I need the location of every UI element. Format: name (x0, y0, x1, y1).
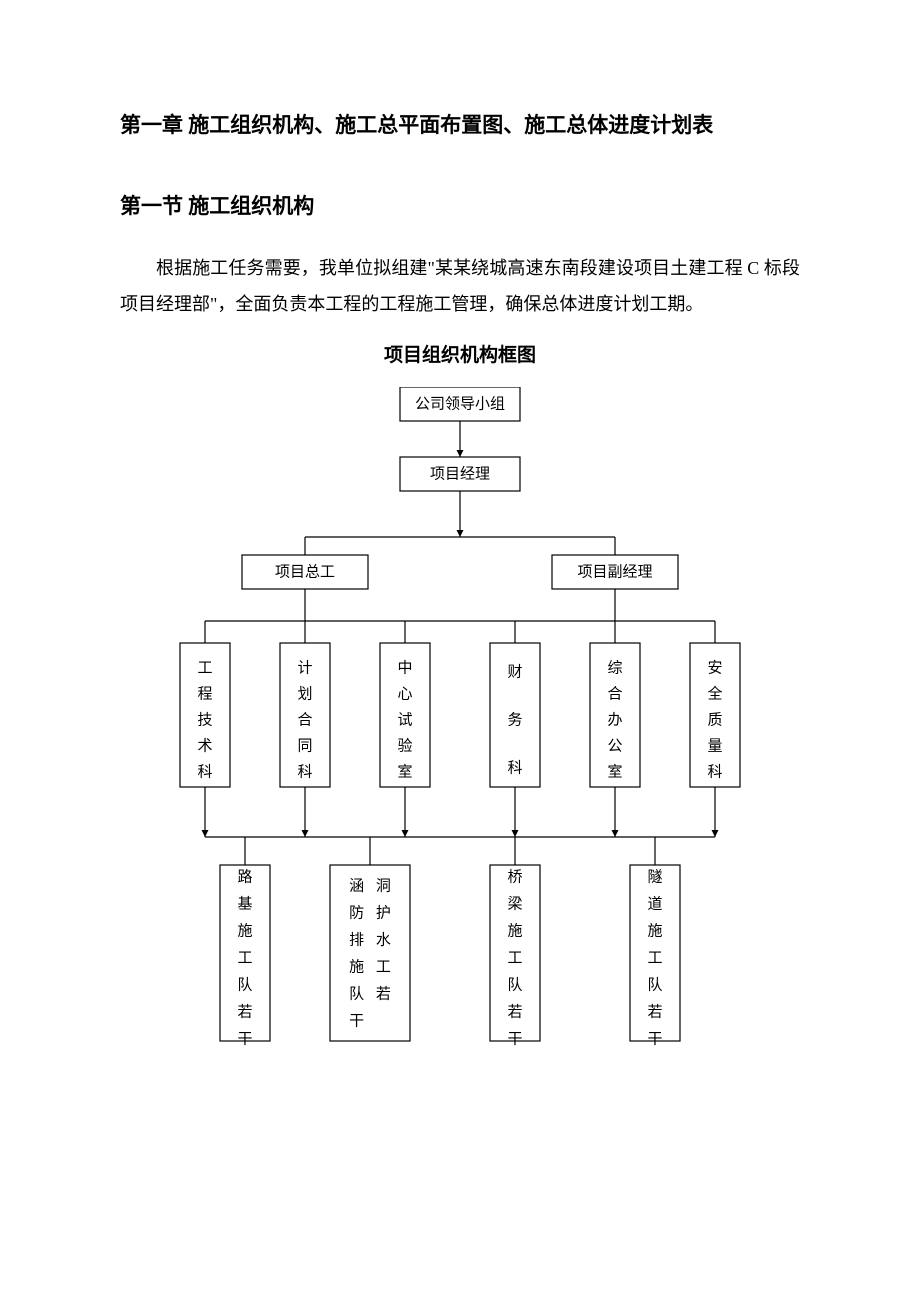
svg-text:公: 公 (607, 738, 622, 754)
svg-text:施: 施 (647, 922, 662, 939)
svg-text:基: 基 (237, 895, 252, 912)
svg-text:涵: 涵 (349, 877, 364, 894)
svg-text:工: 工 (197, 660, 212, 676)
svg-text:隧: 隧 (647, 868, 662, 885)
svg-text:中: 中 (397, 659, 412, 676)
svg-text:水: 水 (376, 931, 391, 948)
svg-text:科: 科 (197, 763, 212, 780)
svg-text:计: 计 (297, 659, 312, 676)
svg-text:综: 综 (607, 659, 622, 676)
svg-text:防: 防 (349, 904, 364, 921)
svg-text:务: 务 (507, 711, 522, 728)
svg-text:若: 若 (647, 1003, 662, 1020)
svg-text:术: 术 (197, 737, 212, 754)
diagram-title: 项目组织机构框图 (120, 340, 800, 367)
svg-text:若: 若 (237, 1003, 252, 1020)
svg-text:干: 干 (507, 1031, 522, 1047)
svg-text:施: 施 (349, 958, 364, 975)
svg-text:干: 干 (349, 1013, 364, 1029)
svg-text:室: 室 (607, 763, 622, 780)
svg-text:施: 施 (237, 922, 252, 939)
svg-text:科: 科 (507, 759, 522, 776)
section-title: 第一节 施工组织机构 (120, 190, 800, 220)
svg-text:科: 科 (297, 763, 312, 780)
svg-text:项目经理: 项目经理 (430, 465, 490, 482)
svg-text:桥: 桥 (507, 868, 522, 885)
svg-text:合: 合 (607, 685, 622, 702)
svg-text:洞: 洞 (376, 877, 391, 894)
svg-text:合: 合 (297, 711, 312, 728)
svg-text:队: 队 (237, 976, 252, 993)
svg-text:办: 办 (607, 711, 622, 728)
org-chart: 公司领导小组项目经理项目总工项目副经理工程技术科计划合同科中心试验室财务科综合办… (160, 387, 760, 1107)
chapter-title: 第一章 施工组织机构、施工总平面布置图、施工总体进度计划表 (120, 110, 800, 142)
svg-text:梁: 梁 (507, 895, 522, 912)
svg-text:队: 队 (349, 985, 364, 1002)
svg-text:工: 工 (647, 950, 662, 966)
svg-text:干: 干 (237, 1031, 252, 1047)
body-paragraph: 根据施工任务需要，我单位拟组建"某某绕城高速东南段建设项目土建工程 C 标段项目… (120, 250, 800, 322)
svg-text:道: 道 (647, 895, 662, 912)
svg-text:心: 心 (397, 685, 412, 702)
svg-text:量: 量 (707, 738, 722, 754)
svg-text:划: 划 (297, 685, 312, 702)
svg-text:财: 财 (507, 663, 522, 680)
svg-text:若: 若 (507, 1003, 522, 1020)
svg-text:安: 安 (707, 659, 722, 676)
svg-text:程: 程 (197, 685, 212, 702)
svg-text:技: 技 (197, 711, 212, 728)
svg-text:同: 同 (297, 738, 312, 754)
svg-text:工: 工 (507, 950, 522, 966)
svg-text:公司领导小组: 公司领导小组 (415, 395, 505, 412)
svg-text:室: 室 (397, 763, 412, 780)
svg-text:全: 全 (707, 684, 722, 702)
svg-text:质: 质 (707, 711, 722, 728)
svg-text:试: 试 (397, 711, 412, 728)
svg-text:排: 排 (349, 931, 364, 948)
svg-text:项目总工: 项目总工 (275, 563, 335, 580)
svg-text:工: 工 (376, 959, 391, 975)
svg-text:科: 科 (707, 763, 722, 780)
svg-text:验: 验 (397, 737, 412, 754)
svg-text:若: 若 (376, 985, 391, 1002)
svg-text:工: 工 (237, 950, 252, 966)
svg-text:队: 队 (507, 976, 522, 993)
svg-text:队: 队 (647, 976, 662, 993)
svg-text:项目副经理: 项目副经理 (577, 563, 652, 580)
svg-text:干: 干 (647, 1031, 662, 1047)
svg-text:护: 护 (376, 904, 391, 921)
svg-text:施: 施 (507, 922, 522, 939)
svg-text:路: 路 (237, 868, 252, 885)
